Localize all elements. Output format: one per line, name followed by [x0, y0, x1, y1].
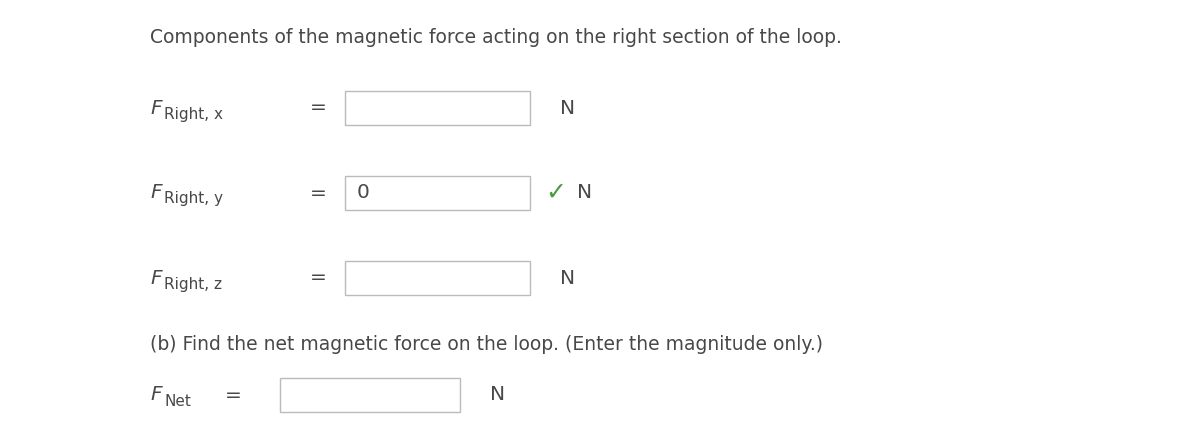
- Text: Right, x: Right, x: [164, 106, 223, 122]
- Text: =: =: [310, 184, 326, 203]
- Text: =: =: [225, 385, 242, 404]
- Text: Components of the magnetic force acting on the right section of the loop.: Components of the magnetic force acting …: [150, 28, 842, 47]
- Text: N: N: [490, 385, 505, 404]
- FancyBboxPatch shape: [345, 91, 530, 125]
- Text: N: N: [560, 269, 575, 287]
- Text: N: N: [560, 99, 575, 118]
- Text: $\mathit{F}$: $\mathit{F}$: [150, 184, 164, 203]
- Text: =: =: [310, 269, 326, 287]
- Text: =: =: [310, 99, 326, 118]
- Text: Net: Net: [164, 394, 191, 408]
- Text: $\mathit{F}$: $\mathit{F}$: [150, 269, 164, 287]
- Text: $\mathit{F}$: $\mathit{F}$: [150, 99, 164, 118]
- Text: N: N: [576, 184, 592, 203]
- Text: 0: 0: [357, 184, 370, 203]
- FancyBboxPatch shape: [345, 176, 530, 210]
- Text: (b) Find the net magnetic force on the loop. (Enter the magnitude only.): (b) Find the net magnetic force on the l…: [150, 335, 823, 355]
- Text: Right, z: Right, z: [164, 276, 222, 292]
- FancyBboxPatch shape: [280, 378, 460, 412]
- Text: Right, y: Right, y: [164, 191, 223, 207]
- Text: $\mathit{F}$: $\mathit{F}$: [150, 385, 164, 404]
- FancyBboxPatch shape: [345, 261, 530, 295]
- Text: ✓: ✓: [545, 181, 566, 205]
